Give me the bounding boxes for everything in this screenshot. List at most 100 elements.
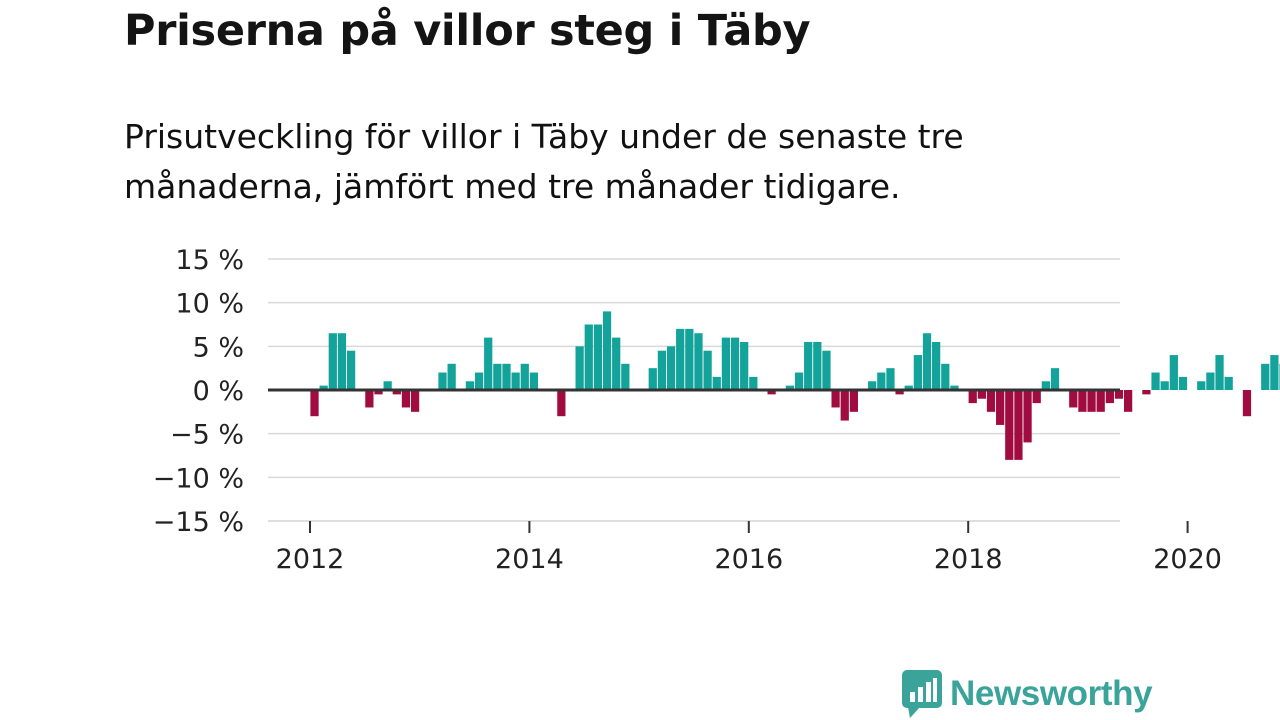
bar [401,390,411,408]
bar [1124,390,1133,412]
y-tick-label: −15 % [153,507,244,538]
x-tick-label: 2016 [714,544,783,575]
bar [877,372,886,390]
tick-labels: 15 % 10 % 5 % 0 % −5 % −10 % −15 % 2012 2014 2016… [153,245,1222,575]
y-tick-label: 15 % [175,245,244,276]
x-tick-label: 2012 [276,544,345,575]
chart-title: Priserna på villor steg i Täby [124,6,811,56]
bar [1087,390,1096,412]
bar [794,372,804,390]
bar [1114,390,1124,399]
bar [1178,376,1188,390]
bar [840,390,849,421]
bar [465,381,475,390]
bar [365,390,374,408]
bar [1096,390,1105,412]
y-tick-label: 5 % [193,332,244,363]
bar [502,363,511,390]
bar [895,390,904,395]
bar [511,372,520,390]
bar [520,363,529,390]
bar [447,363,456,390]
bar [1270,355,1279,390]
bar [849,390,858,412]
bar [374,390,383,395]
bar [1215,355,1224,390]
bar [593,324,603,390]
bar [694,333,703,390]
y-tick-label: 10 % [175,289,244,320]
brand-name: Newsworthy [950,674,1153,713]
subtitle-line-2: månaderna, jämfört med tre månader tidig… [124,167,901,206]
bar [1242,390,1252,417]
x-tick-label: 2014 [495,544,564,575]
bar [529,372,539,390]
bar [804,341,813,390]
bar [749,376,758,390]
y-tick-label: −5 % [170,420,244,451]
bar [868,381,877,390]
x-tick-label: 2018 [934,544,1003,575]
bar [831,390,840,408]
axes [268,388,1189,533]
bar [1023,390,1032,443]
bar [1032,390,1041,404]
bar [1005,390,1014,460]
bar [1206,372,1215,390]
bar [319,385,328,390]
bar [740,341,749,390]
bar [1078,390,1087,412]
bar [1169,355,1178,390]
bar [1261,363,1270,390]
bar [602,311,612,390]
bar [337,333,347,390]
bar [1105,390,1114,404]
bar [712,376,721,390]
bar [557,390,566,417]
bar [1160,381,1169,390]
subtitle-line-1: Prisutveckling för villor i Täby under d… [124,117,964,156]
bar [666,346,676,390]
bar [1197,381,1206,390]
bar [730,337,740,390]
bar [1041,381,1050,390]
bar [648,368,657,390]
bar [886,368,895,390]
bar [950,385,959,390]
bar [785,385,795,390]
bar [986,390,996,412]
bar [1014,390,1023,460]
bar [767,390,776,395]
bar [977,390,986,399]
bar [1069,390,1078,408]
bar [392,390,401,395]
bar [922,333,932,390]
bar [584,324,593,390]
bar [1224,376,1233,390]
bar [813,341,822,390]
bar [346,350,356,390]
bar [703,350,712,390]
y-tick-label: 0 % [193,376,244,407]
bar [1151,372,1160,390]
bar [941,363,950,390]
bar [676,328,685,390]
bar [575,346,584,390]
bar [904,385,913,390]
y-tick-label: −10 % [153,463,244,494]
bar [621,363,630,390]
bar [410,390,420,412]
newsworthy-logo: Newsworthy [902,670,1153,718]
bar [474,372,484,390]
bar [383,381,392,390]
bar [996,390,1005,425]
bar [968,390,977,404]
bar [493,363,502,390]
bar [913,355,922,390]
bar [438,372,447,390]
bar [822,350,831,390]
bar [1050,368,1060,390]
x-tick-label: 2020 [1153,544,1222,575]
bar [657,350,667,390]
